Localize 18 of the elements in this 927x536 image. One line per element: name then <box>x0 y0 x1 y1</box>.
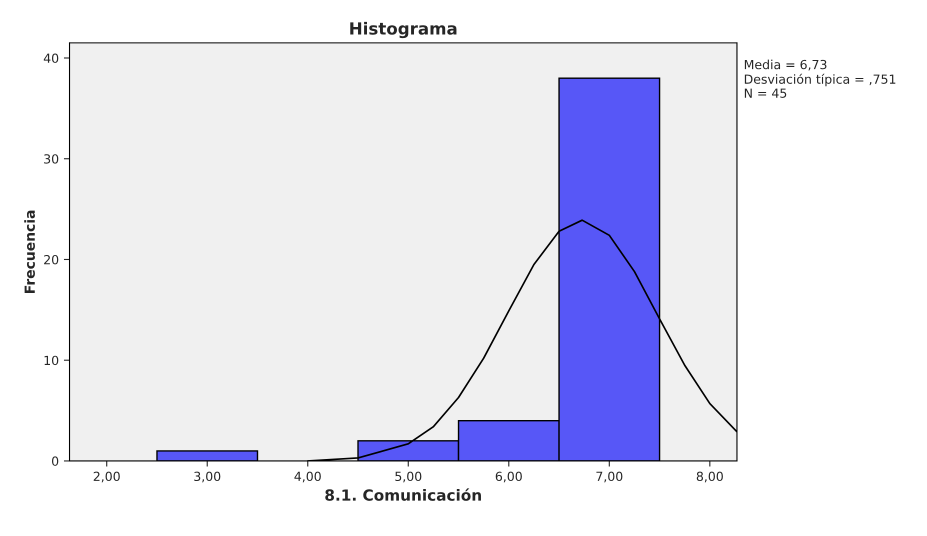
y-tick-label: 20 <box>44 254 58 264</box>
x-axis-title: 8.1. Comunicación <box>325 488 481 501</box>
text: Media = 6,73 <box>744 60 826 71</box>
y-tick-label: 10 <box>44 356 58 366</box>
x-tick-label: 6,00 <box>496 472 522 482</box>
x-tick-label: 4,00 <box>294 472 321 482</box>
y-tick-label: 0 <box>52 456 58 466</box>
x-tick-label: 3,00 <box>194 472 220 482</box>
x-tick-label: 2,00 <box>94 472 120 482</box>
text: Desviación típica = ,751 <box>744 74 896 86</box>
x-tick-label: 7,00 <box>596 472 622 482</box>
y-axis-title: Frecuencia <box>24 210 35 293</box>
chart-title: Histograma <box>350 22 456 38</box>
x-tick-label: 8,00 <box>696 472 723 482</box>
y-tick-label: 40 <box>44 53 58 63</box>
y-tick-label: 30 <box>44 154 58 164</box>
text: N = 45 <box>744 88 786 98</box>
x-tick-label: 5,00 <box>395 472 422 482</box>
